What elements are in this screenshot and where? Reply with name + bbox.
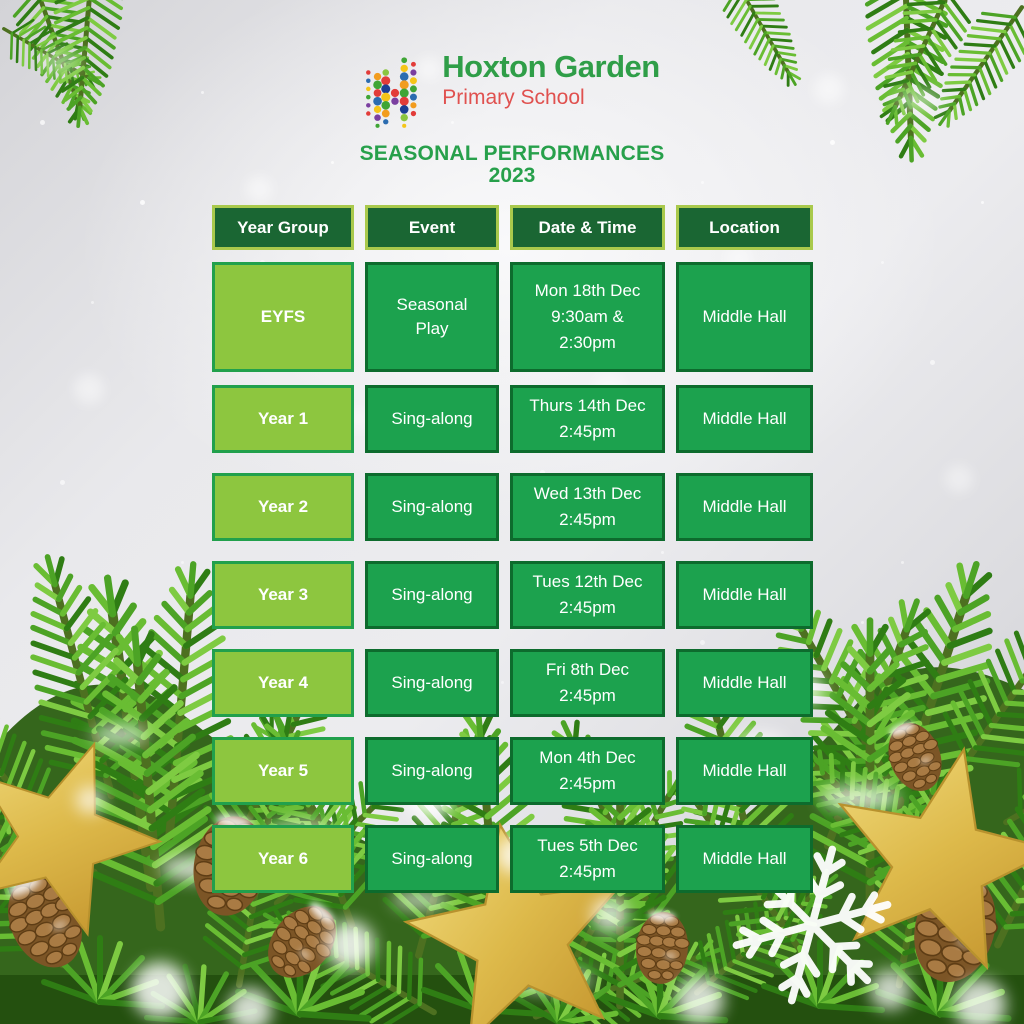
performances-table: Year Group Event Date & Time Location EY… bbox=[212, 205, 813, 893]
location-cell: Middle Hall bbox=[676, 825, 813, 893]
year-group-cell: Year 3 bbox=[212, 561, 354, 629]
poster-title: SEASONAL PERFORMANCES 2023 bbox=[0, 143, 1024, 187]
date-time-cell: Wed 13th Dec 2:45pm bbox=[510, 473, 665, 541]
date-time-cell: Tues 5th Dec 2:45pm bbox=[510, 825, 665, 893]
header-event: Event bbox=[365, 205, 499, 250]
table-row: Year 2 Sing-along Wed 13th Dec 2:45pm Mi… bbox=[212, 473, 813, 541]
header-date-time: Date & Time bbox=[510, 205, 665, 250]
table-row: Year 6 Sing-along Tues 5th Dec 2:45pm Mi… bbox=[212, 825, 813, 893]
school-logo: Hoxton Garden Primary School bbox=[0, 50, 1024, 132]
table-row: Year 5 Sing-along Mon 4th Dec 2:45pm Mid… bbox=[212, 737, 813, 805]
table-row: Year 3 Sing-along Tues 12th Dec 2:45pm M… bbox=[212, 561, 813, 629]
table-row: Year 4 Sing-along Fri 8th Dec 2:45pm Mid… bbox=[212, 649, 813, 717]
location-cell: Middle Hall bbox=[676, 561, 813, 629]
event-cell: Sing-along bbox=[365, 825, 499, 893]
event-cell: Seasonal Play bbox=[365, 262, 499, 372]
table-header-row: Year Group Event Date & Time Location bbox=[212, 205, 813, 250]
poster-title-line1: SEASONAL PERFORMANCES bbox=[359, 142, 665, 165]
year-group-cell: Year 4 bbox=[212, 649, 354, 717]
school-name: Hoxton Garden bbox=[442, 49, 660, 84]
header-year-group: Year Group bbox=[212, 205, 354, 250]
header-location: Location bbox=[676, 205, 813, 250]
location-cell: Middle Hall bbox=[676, 649, 813, 717]
date-time-cell: Mon 4th Dec 2:45pm bbox=[510, 737, 665, 805]
year-group-cell: EYFS bbox=[212, 262, 354, 372]
logo-dotted-h-icon bbox=[366, 57, 418, 128]
event-cell: Sing-along bbox=[365, 473, 499, 541]
table-row: Year 1 Sing-along Thurs 14th Dec 2:45pm … bbox=[212, 385, 813, 453]
date-time-cell: Tues 12th Dec 2:45pm bbox=[510, 561, 665, 629]
location-cell: Middle Hall bbox=[676, 385, 813, 453]
location-cell: Middle Hall bbox=[676, 737, 813, 805]
table-row: EYFS Seasonal Play Mon 18th Dec 9:30am &… bbox=[212, 262, 813, 372]
event-cell: Sing-along bbox=[365, 737, 499, 805]
event-cell: Sing-along bbox=[365, 561, 499, 629]
date-time-cell: Fri 8th Dec 2:45pm bbox=[510, 649, 665, 717]
year-group-cell: Year 1 bbox=[212, 385, 354, 453]
date-time-cell: Mon 18th Dec 9:30am & 2:30pm bbox=[510, 262, 665, 372]
location-cell: Middle Hall bbox=[676, 473, 813, 541]
poster-title-line2: 2023 bbox=[488, 164, 536, 187]
date-time-cell: Thurs 14th Dec 2:45pm bbox=[510, 385, 665, 453]
year-group-cell: Year 2 bbox=[212, 473, 354, 541]
school-type: Primary School bbox=[442, 86, 585, 109]
location-cell: Middle Hall bbox=[676, 262, 813, 372]
event-cell: Sing-along bbox=[365, 385, 499, 453]
year-group-cell: Year 5 bbox=[212, 737, 354, 805]
year-group-cell: Year 6 bbox=[212, 825, 354, 893]
event-cell: Sing-along bbox=[365, 649, 499, 717]
